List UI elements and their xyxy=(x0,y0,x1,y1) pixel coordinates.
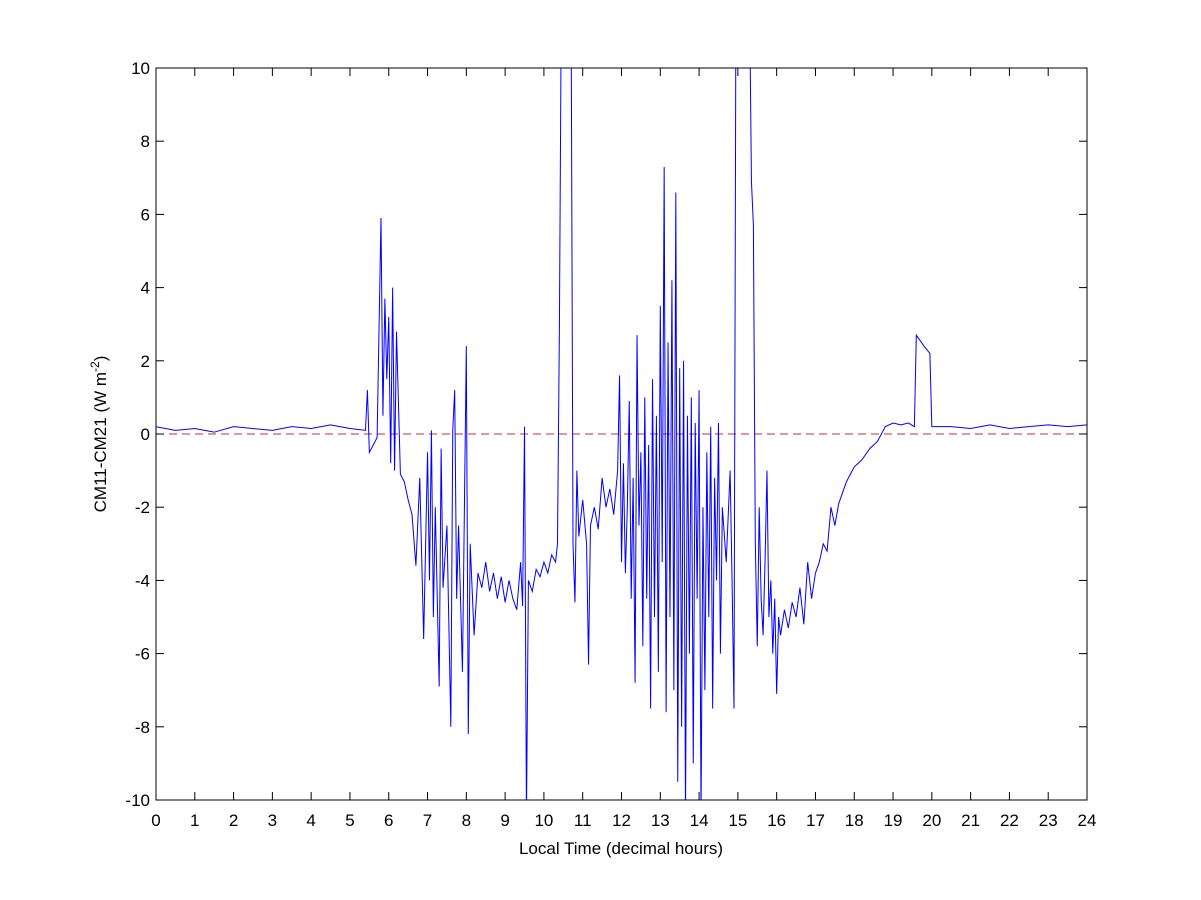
x-tick-label: 22 xyxy=(1000,811,1019,830)
y-tick-label: 2 xyxy=(141,352,150,371)
x-axis-label: Local Time (decimal hours) xyxy=(519,839,723,858)
x-tick-label: 14 xyxy=(690,811,709,830)
y-tick-label: -4 xyxy=(135,571,150,590)
y-tick-label: 8 xyxy=(141,132,150,151)
plot-area xyxy=(155,67,1088,801)
x-tick-label: 7 xyxy=(423,811,432,830)
y-tick-label: -6 xyxy=(135,645,150,664)
x-tick-label: 4 xyxy=(306,811,315,830)
y-tick-label: 6 xyxy=(141,205,150,224)
data-line xyxy=(156,68,1087,800)
y-tick-label: -2 xyxy=(135,498,150,517)
x-tick-label: 10 xyxy=(534,811,553,830)
plot-clip-group xyxy=(156,68,1087,800)
x-tick-label: 2 xyxy=(229,811,238,830)
x-tick-label: 24 xyxy=(1078,811,1097,830)
y-tick-label: 4 xyxy=(141,279,150,298)
x-tick-label: 0 xyxy=(151,811,160,830)
y-axis-label: CM11-CM21 (W m-2) xyxy=(88,356,110,513)
x-tick-label: 1 xyxy=(190,811,199,830)
x-tick-label: 5 xyxy=(345,811,354,830)
y-tick-label: 0 xyxy=(141,425,150,444)
x-tick-label: 3 xyxy=(268,811,277,830)
x-tick-label: 19 xyxy=(884,811,903,830)
x-tick-label: 9 xyxy=(500,811,509,830)
x-tick-label: 21 xyxy=(961,811,980,830)
x-tick-label: 16 xyxy=(767,811,786,830)
y-axis-label-sup: -2 xyxy=(88,361,102,372)
x-tick-label: 13 xyxy=(651,811,670,830)
y-tick-label: -8 xyxy=(135,718,150,737)
y-axis-label-text: CM11-CM21 (W m xyxy=(91,372,110,512)
x-tick-label: 6 xyxy=(384,811,393,830)
x-tick-label: 8 xyxy=(462,811,471,830)
x-tick-label: 20 xyxy=(922,811,941,830)
x-tick-label: 17 xyxy=(806,811,825,830)
x-tick-label: 12 xyxy=(612,811,631,830)
y-tick-label: 10 xyxy=(131,59,150,78)
x-tick-label: 23 xyxy=(1039,811,1058,830)
x-tick-label: 15 xyxy=(728,811,747,830)
y-axis-label-end: ) xyxy=(91,356,110,362)
y-tick-label: -10 xyxy=(125,791,150,810)
x-tick-label: 18 xyxy=(845,811,864,830)
x-tick-label: 11 xyxy=(574,811,592,830)
